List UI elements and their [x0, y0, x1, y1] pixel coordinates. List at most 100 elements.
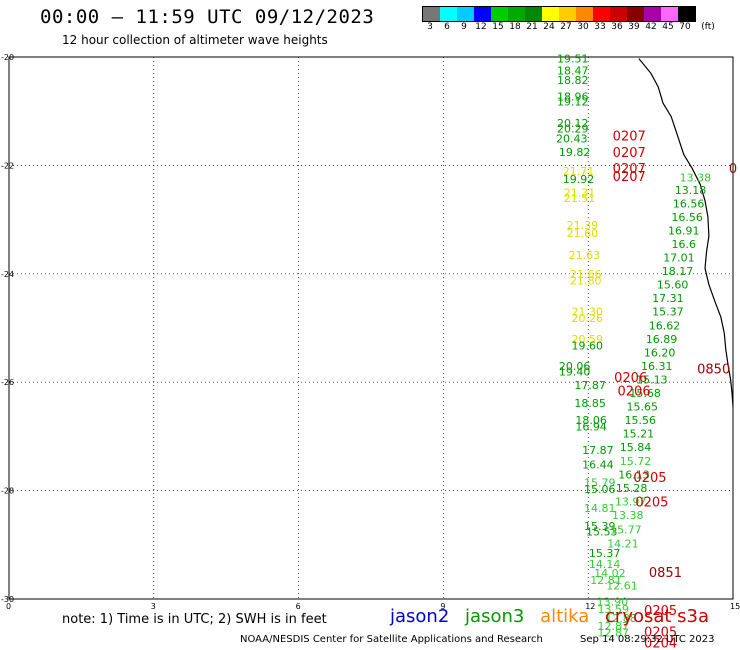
color-scale-label: 42 — [645, 22, 657, 32]
wave-height-label: 20.06 — [559, 360, 591, 373]
pass-time-label: 0205 — [635, 495, 668, 510]
wave-height-label: 20.12 — [557, 117, 589, 130]
lat-tick-label: -22 — [1, 161, 14, 170]
wave-height-label: 21.71 — [563, 165, 595, 178]
color-swatch — [474, 7, 491, 21]
wave-height-label: 15.13 — [636, 373, 668, 386]
wave-height-label: 16.20 — [644, 346, 676, 359]
wave-height-label: 21.39 — [567, 219, 599, 232]
wave-height-label: 17.31 — [652, 292, 684, 305]
wave-height-label: 21.66 — [570, 268, 602, 281]
color-scale-unit: (ft) — [701, 22, 715, 32]
wave-height-label: 17.87 — [582, 444, 614, 457]
wave-height-label: 14.81 — [584, 502, 616, 515]
footer-timestamp: Sep 14 08:29:32 UTC 2023 — [580, 634, 715, 645]
wave-height-label: 19.51 — [557, 53, 589, 66]
color-scale-label: 18 — [509, 22, 521, 32]
color-swatch — [525, 7, 542, 21]
color-scale-label: 24 — [543, 22, 555, 32]
wave-height-label: 20.43 — [556, 132, 588, 145]
wave-height-label: 15.79 — [584, 476, 616, 489]
color-swatch — [440, 7, 457, 21]
map-frame — [8, 56, 734, 600]
wave-height-label: 12.87 — [598, 620, 630, 633]
color-swatch — [661, 7, 678, 21]
wave-height-label: 19.60 — [571, 339, 603, 352]
wave-height-label: 12.88 — [605, 612, 637, 625]
wave-height-label: 13.90 — [597, 596, 629, 609]
wave-height-label: 17.01 — [663, 252, 695, 265]
wave-height-label: 13.38 — [680, 171, 712, 184]
wave-height-label: 21.30 — [571, 306, 603, 319]
lat-tick-label: -28 — [1, 487, 14, 496]
wave-height-label: 12.61 — [606, 579, 638, 592]
color-swatch — [457, 7, 474, 21]
color-swatch — [610, 7, 627, 21]
wave-height-label: 20.26 — [571, 312, 603, 325]
color-scale-label: 36 — [611, 22, 623, 32]
color-scale-label: 6 — [444, 22, 450, 32]
lon-tick-label: 9 — [440, 602, 445, 611]
lat-tick-label: -20 — [1, 53, 14, 62]
color-scale-label: 39 — [628, 22, 640, 32]
pass-time-label: 0207 — [613, 130, 646, 145]
wave-height-label: 15.28 — [616, 482, 648, 495]
lat-tick-label: -26 — [1, 378, 14, 387]
pass-time-label: 0205 — [644, 626, 677, 641]
color-swatch — [627, 7, 644, 21]
page-subtitle: 12 hour collection of altimeter wave hei… — [62, 33, 328, 47]
wave-height-label: 14.21 — [607, 538, 639, 551]
wave-height-label: 21.51 — [564, 192, 596, 205]
wave-height-label: 16.91 — [668, 224, 700, 237]
wave-height-label: 15.77 — [610, 524, 642, 537]
page-title: 00:00 — 11:59 UTC 09/12/2023 — [40, 6, 375, 28]
legend-jason2: jason2 — [390, 606, 450, 627]
lon-tick-label: 6 — [296, 602, 301, 611]
wave-height-label: 18.47 — [557, 65, 589, 78]
wave-height-label: 13.18 — [675, 184, 707, 197]
color-swatch — [559, 7, 576, 21]
pass-time-label: 0207 — [613, 162, 646, 177]
wave-height-label: 19.82 — [559, 146, 591, 159]
pass-time-label: 0850 — [697, 363, 730, 378]
wave-height-label: 15.37 — [589, 547, 621, 560]
wave-height-label: 21.60 — [567, 227, 599, 240]
pass-time-label: 0851 — [649, 566, 682, 581]
pass-time-label: 0204 — [644, 636, 677, 650]
satellite-legend: jason2 jason3 altika cryosat s3a — [390, 606, 719, 627]
color-swatch — [678, 7, 695, 21]
wave-height-label: 15.72 — [620, 455, 652, 468]
color-scale-label: 45 — [662, 22, 674, 32]
wave-height-label: 16.31 — [641, 360, 673, 373]
wave-height-label: 16.62 — [649, 319, 681, 332]
color-scale-label: 33 — [594, 22, 606, 32]
footer: NOAA/NESDIS Center for Satellite Applica… — [240, 634, 714, 645]
color-scale-label: 30 — [577, 22, 589, 32]
wave-height-label: 16.6 — [672, 238, 697, 251]
lon-tick-label: 12 — [585, 602, 595, 611]
wave-height-label: 14.02 — [594, 567, 626, 580]
wave-height-label: 15.60 — [657, 279, 689, 292]
satellite-pass-labels: 0207020702070207008500206020602050205085… — [613, 130, 737, 650]
color-scale-label: 12 — [475, 22, 487, 32]
pass-time-label: 0205 — [633, 471, 666, 486]
wave-height-label: 15.21 — [623, 428, 655, 441]
wave-height-label: 13.97 — [615, 495, 647, 508]
pass-time-label: 0206 — [614, 371, 647, 386]
wave-height-label: 18.17 — [662, 265, 694, 278]
wave-height-label: 18.06 — [575, 414, 607, 427]
pass-time-label: 0205 — [644, 604, 677, 619]
lat-tick-label: -24 — [1, 270, 14, 279]
wave-height-label: 16.56 — [673, 197, 705, 210]
wave-height-label: 15.56 — [625, 414, 657, 427]
wave-height-label: 15.06 — [584, 483, 616, 496]
color-scale-bar — [422, 6, 696, 22]
color-swatch — [576, 7, 593, 21]
wave-height-label: 15.65 — [627, 401, 659, 414]
color-scale-label: 15 — [492, 22, 504, 32]
lon-tick-label: 3 — [151, 602, 156, 611]
color-swatch — [542, 7, 559, 21]
wave-height-label: 18.96 — [557, 91, 589, 104]
footer-credit: NOAA/NESDIS Center for Satellite Applica… — [240, 634, 543, 645]
